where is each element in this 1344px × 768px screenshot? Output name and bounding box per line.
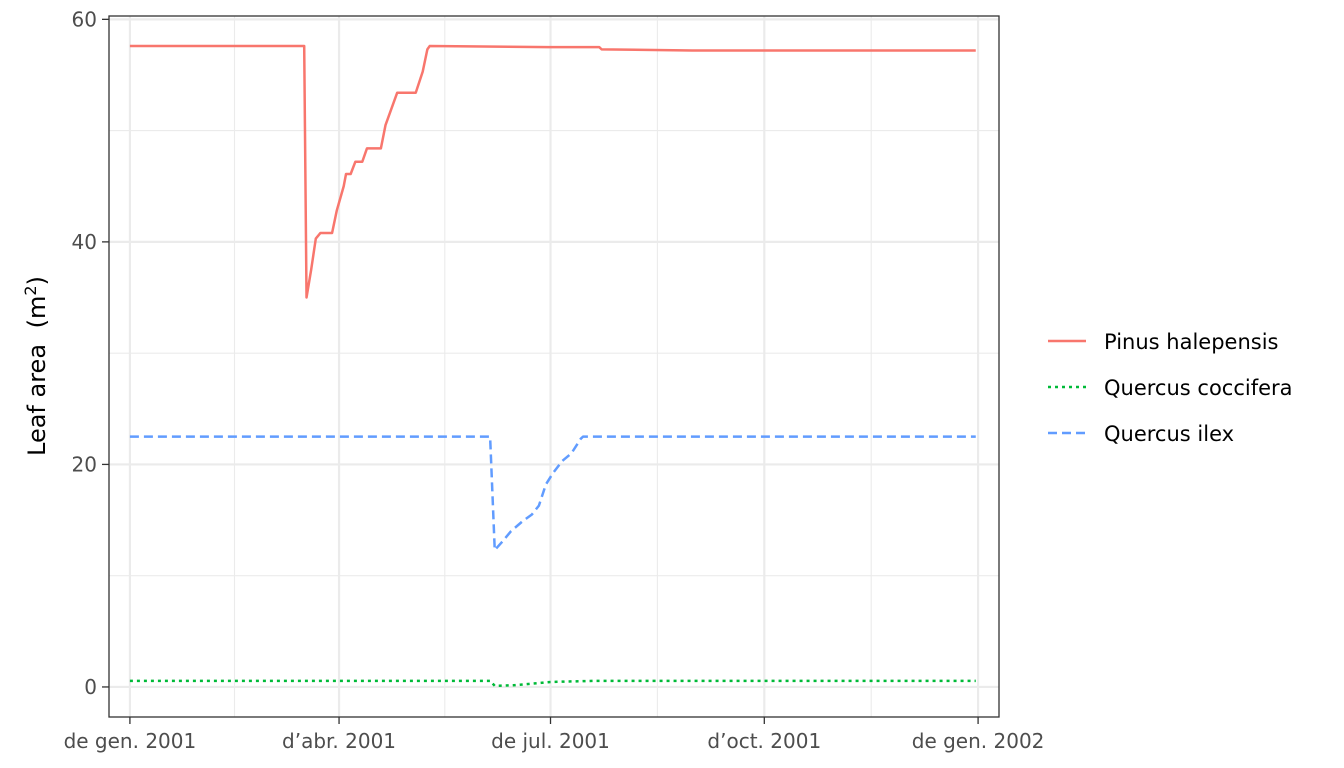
y-tick-label: 40 <box>72 230 97 254</box>
y-tick-label: 0 <box>84 675 97 699</box>
legend: Pinus halepensis Quercus coccifera Quercus… <box>1048 330 1293 446</box>
y-axis-title-unit-superscript: 2 <box>21 285 40 295</box>
series-line-pinus-halepensis <box>129 44 976 299</box>
legend-label-quercus-ilex: Quercus ilex <box>1104 422 1234 446</box>
major-gridlines <box>109 16 999 717</box>
series-line-quercus-ilex <box>129 435 976 552</box>
x-tick-label: d’abr. 2001 <box>282 729 396 753</box>
y-tick-label: 20 <box>72 452 97 476</box>
y-axis-title-unit-close: ) <box>23 276 51 285</box>
x-tick-label: de gen. 2002 <box>912 729 1045 753</box>
x-tick-label: de gen. 2001 <box>64 729 197 753</box>
series-line-quercus-coccifera <box>129 679 976 688</box>
x-tick-label: d’oct. 2001 <box>707 729 821 753</box>
x-tick-label: de jul. 2001 <box>491 729 610 753</box>
series-layer <box>129 44 976 688</box>
y-axis-title-text: Leaf area <box>23 344 51 456</box>
plot-panel-background <box>109 16 999 717</box>
legend-label-pinus-halepensis: Pinus halepensis <box>1104 330 1278 354</box>
minor-gridlines <box>109 16 999 717</box>
y-axis: 0 20 40 60 <box>72 7 109 699</box>
x-axis: de gen. 2001 d’abr. 2001 de jul. 2001 d’oct… <box>64 717 1045 753</box>
legend-label-quercus-coccifera: Quercus coccifera <box>1104 376 1293 400</box>
plot-panel-border <box>108 15 1000 718</box>
y-tick-label: 60 <box>72 7 97 31</box>
y-axis-title: Leaf area (m2) <box>21 276 51 456</box>
y-axis-title-unit: (m <box>23 296 51 329</box>
